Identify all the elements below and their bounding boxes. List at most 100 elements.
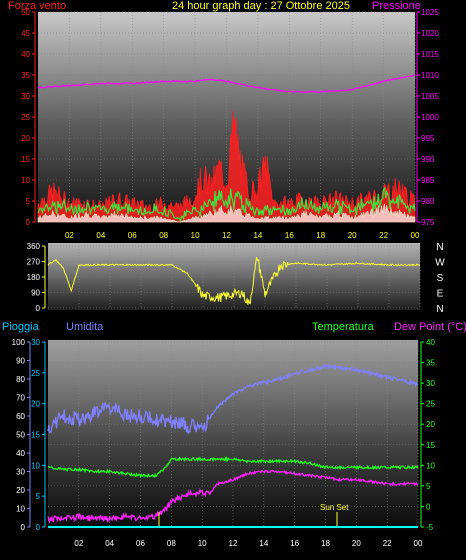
wind-direction-series: [47, 257, 421, 305]
y-tick-label: 50: [16, 431, 25, 440]
right-axis-title: Pressione: [372, 0, 421, 12]
dewpoint-series: [47, 469, 419, 524]
x-tick-label: 08: [167, 539, 176, 548]
y-tick-label: 30: [31, 338, 40, 347]
y-tick-label: 1015: [421, 50, 439, 59]
humidity-series: [47, 363, 419, 435]
y-tick-label: 20: [31, 400, 40, 409]
y-tick-label: 0: [26, 218, 31, 227]
y-tick-label: 40: [21, 50, 30, 59]
compass-label: W: [435, 258, 445, 269]
y-tick-label: 1010: [421, 71, 439, 80]
x-tick-label: 06: [128, 231, 137, 240]
compass-label: N: [436, 242, 443, 253]
y-tick-label: 15: [426, 441, 435, 450]
humidity-axis-title: Umidita: [66, 321, 104, 333]
x-tick-label: 08: [159, 231, 168, 240]
x-tick-label: 00: [414, 539, 423, 548]
y-tick-label: 25: [31, 369, 40, 378]
x-tick-label: 12: [229, 539, 238, 548]
y-tick-label: 15: [21, 155, 30, 164]
x-tick-label: 20: [348, 231, 357, 240]
x-tick-label: 06: [136, 539, 145, 548]
temperature-axis-title: Temperatura: [312, 321, 375, 333]
y-tick-label: 5: [426, 482, 431, 491]
compass-label: E: [437, 289, 444, 300]
wind-green-series: [37, 187, 416, 224]
y-tick-label: 60: [16, 412, 25, 421]
y-tick-label: 1025: [421, 8, 439, 17]
x-tick-label: 04: [105, 539, 114, 548]
y-tick-label: 360: [27, 242, 41, 251]
y-tick-label: 180: [27, 273, 41, 282]
y-tick-label: 70: [16, 394, 25, 403]
x-tick-label: 14: [259, 539, 268, 548]
y-tick-label: 10: [426, 461, 435, 470]
chart-title: 24 hour graph day : 27 Ottobre 2025: [172, 0, 350, 12]
y-tick-label: 270: [27, 258, 41, 267]
y-tick-label: 25: [21, 113, 30, 122]
y-tick-label: 90: [31, 289, 40, 298]
y-tick-label: 20: [21, 134, 30, 143]
left-axis-title: Forza vento: [8, 0, 66, 12]
rain-axis-title: Pioggia: [2, 321, 40, 333]
y-tick-label: 30: [16, 468, 25, 477]
x-tick-label: 10: [191, 231, 200, 240]
y-tick-label: 1005: [421, 92, 439, 101]
sunset-label: Sun Set: [320, 503, 349, 512]
y-tick-label: 0: [36, 304, 41, 313]
x-tick-label: 20: [352, 539, 361, 548]
wind-average-series: [37, 203, 416, 223]
x-tick-label: 02: [74, 539, 83, 548]
y-tick-label: 30: [426, 379, 435, 388]
x-tick-label: 12: [222, 231, 231, 240]
x-tick-label: 10: [198, 539, 207, 548]
y-tick-label: 0: [21, 523, 26, 532]
y-tick-label: 1020: [421, 29, 439, 38]
x-tick-label: 18: [321, 539, 330, 548]
y-tick-label: 45: [21, 29, 30, 38]
y-tick-label: 25: [426, 400, 435, 409]
y-tick-label: 90: [16, 357, 25, 366]
y-tick-label: 20: [16, 486, 25, 495]
x-tick-label: 04: [96, 231, 105, 240]
x-tick-label: 14: [253, 231, 262, 240]
y-tick-label: 0: [36, 523, 41, 532]
dewpoint-axis-title: Dew Point (°C): [394, 321, 466, 333]
y-tick-label: -5: [426, 523, 434, 532]
y-tick-label: 15: [31, 431, 40, 440]
y-tick-label: 40: [426, 338, 435, 347]
temperature-series: [47, 455, 419, 479]
y-tick-label: 980: [421, 197, 435, 206]
compass-label: N: [436, 304, 443, 315]
y-tick-label: 990: [421, 155, 435, 164]
y-tick-label: 0: [426, 502, 431, 511]
compass-label: S: [437, 273, 444, 284]
x-tick-label: 00: [411, 231, 420, 240]
y-tick-label: 10: [31, 461, 40, 470]
y-tick-label: 1000: [421, 113, 439, 122]
x-tick-label: 16: [285, 231, 294, 240]
y-tick-label: 30: [21, 92, 30, 101]
y-tick-label: 975: [421, 218, 435, 227]
pressure-series: [37, 74, 416, 93]
y-tick-label: 35: [426, 359, 435, 368]
y-tick-label: 50: [21, 8, 30, 17]
y-tick-label: 100: [12, 338, 26, 347]
y-tick-label: 10: [16, 505, 25, 514]
y-tick-label: 35: [21, 71, 30, 80]
x-tick-label: 22: [383, 539, 392, 548]
y-tick-label: 995: [421, 134, 435, 143]
y-tick-label: 80: [16, 375, 25, 384]
x-tick-label: 02: [65, 231, 74, 240]
x-tick-label: 16: [290, 539, 299, 548]
y-tick-label: 10: [21, 176, 30, 185]
y-tick-label: 20: [426, 420, 435, 429]
y-tick-label: 985: [421, 176, 435, 185]
temperature-humidity-panel: 0 10 20 30 40 50 60 70 80 90 100 0 5 10 15 20 25 30 -5 0 5 10…: [12, 338, 436, 532]
x-tick-label: 22: [379, 231, 388, 240]
y-tick-label: 40: [16, 449, 25, 458]
